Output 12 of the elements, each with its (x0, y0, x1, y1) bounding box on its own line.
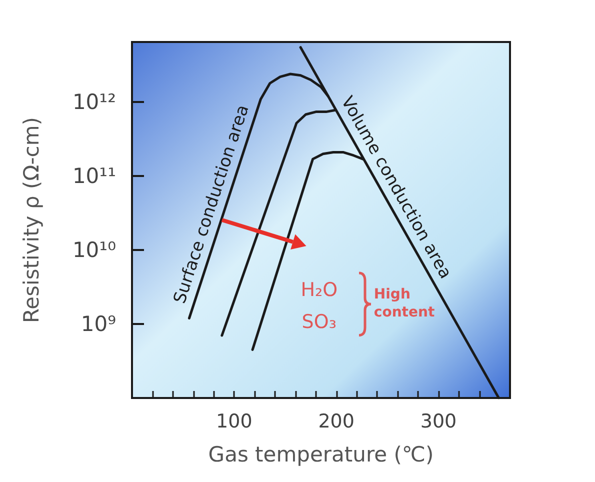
annotation: High content (374, 286, 435, 321)
y-tick-label: 10¹¹ (72, 164, 116, 188)
x-tick-label: 200 (318, 410, 354, 432)
y-tick-label: 10¹² (72, 90, 116, 114)
x-tick-label: 300 (420, 410, 457, 432)
y-axis-title: Resistivity ρ (Ω-cm) (20, 117, 44, 323)
x-axis-title: Gas temperature (℃) (208, 442, 434, 466)
y-tick-label: 10⁹ (80, 312, 116, 336)
annotation: H₂O (300, 279, 338, 302)
annotation: SO₃ (302, 311, 336, 334)
x-tick-label: 100 (216, 410, 252, 432)
y-tick-label: 10¹⁰ (72, 238, 116, 262)
